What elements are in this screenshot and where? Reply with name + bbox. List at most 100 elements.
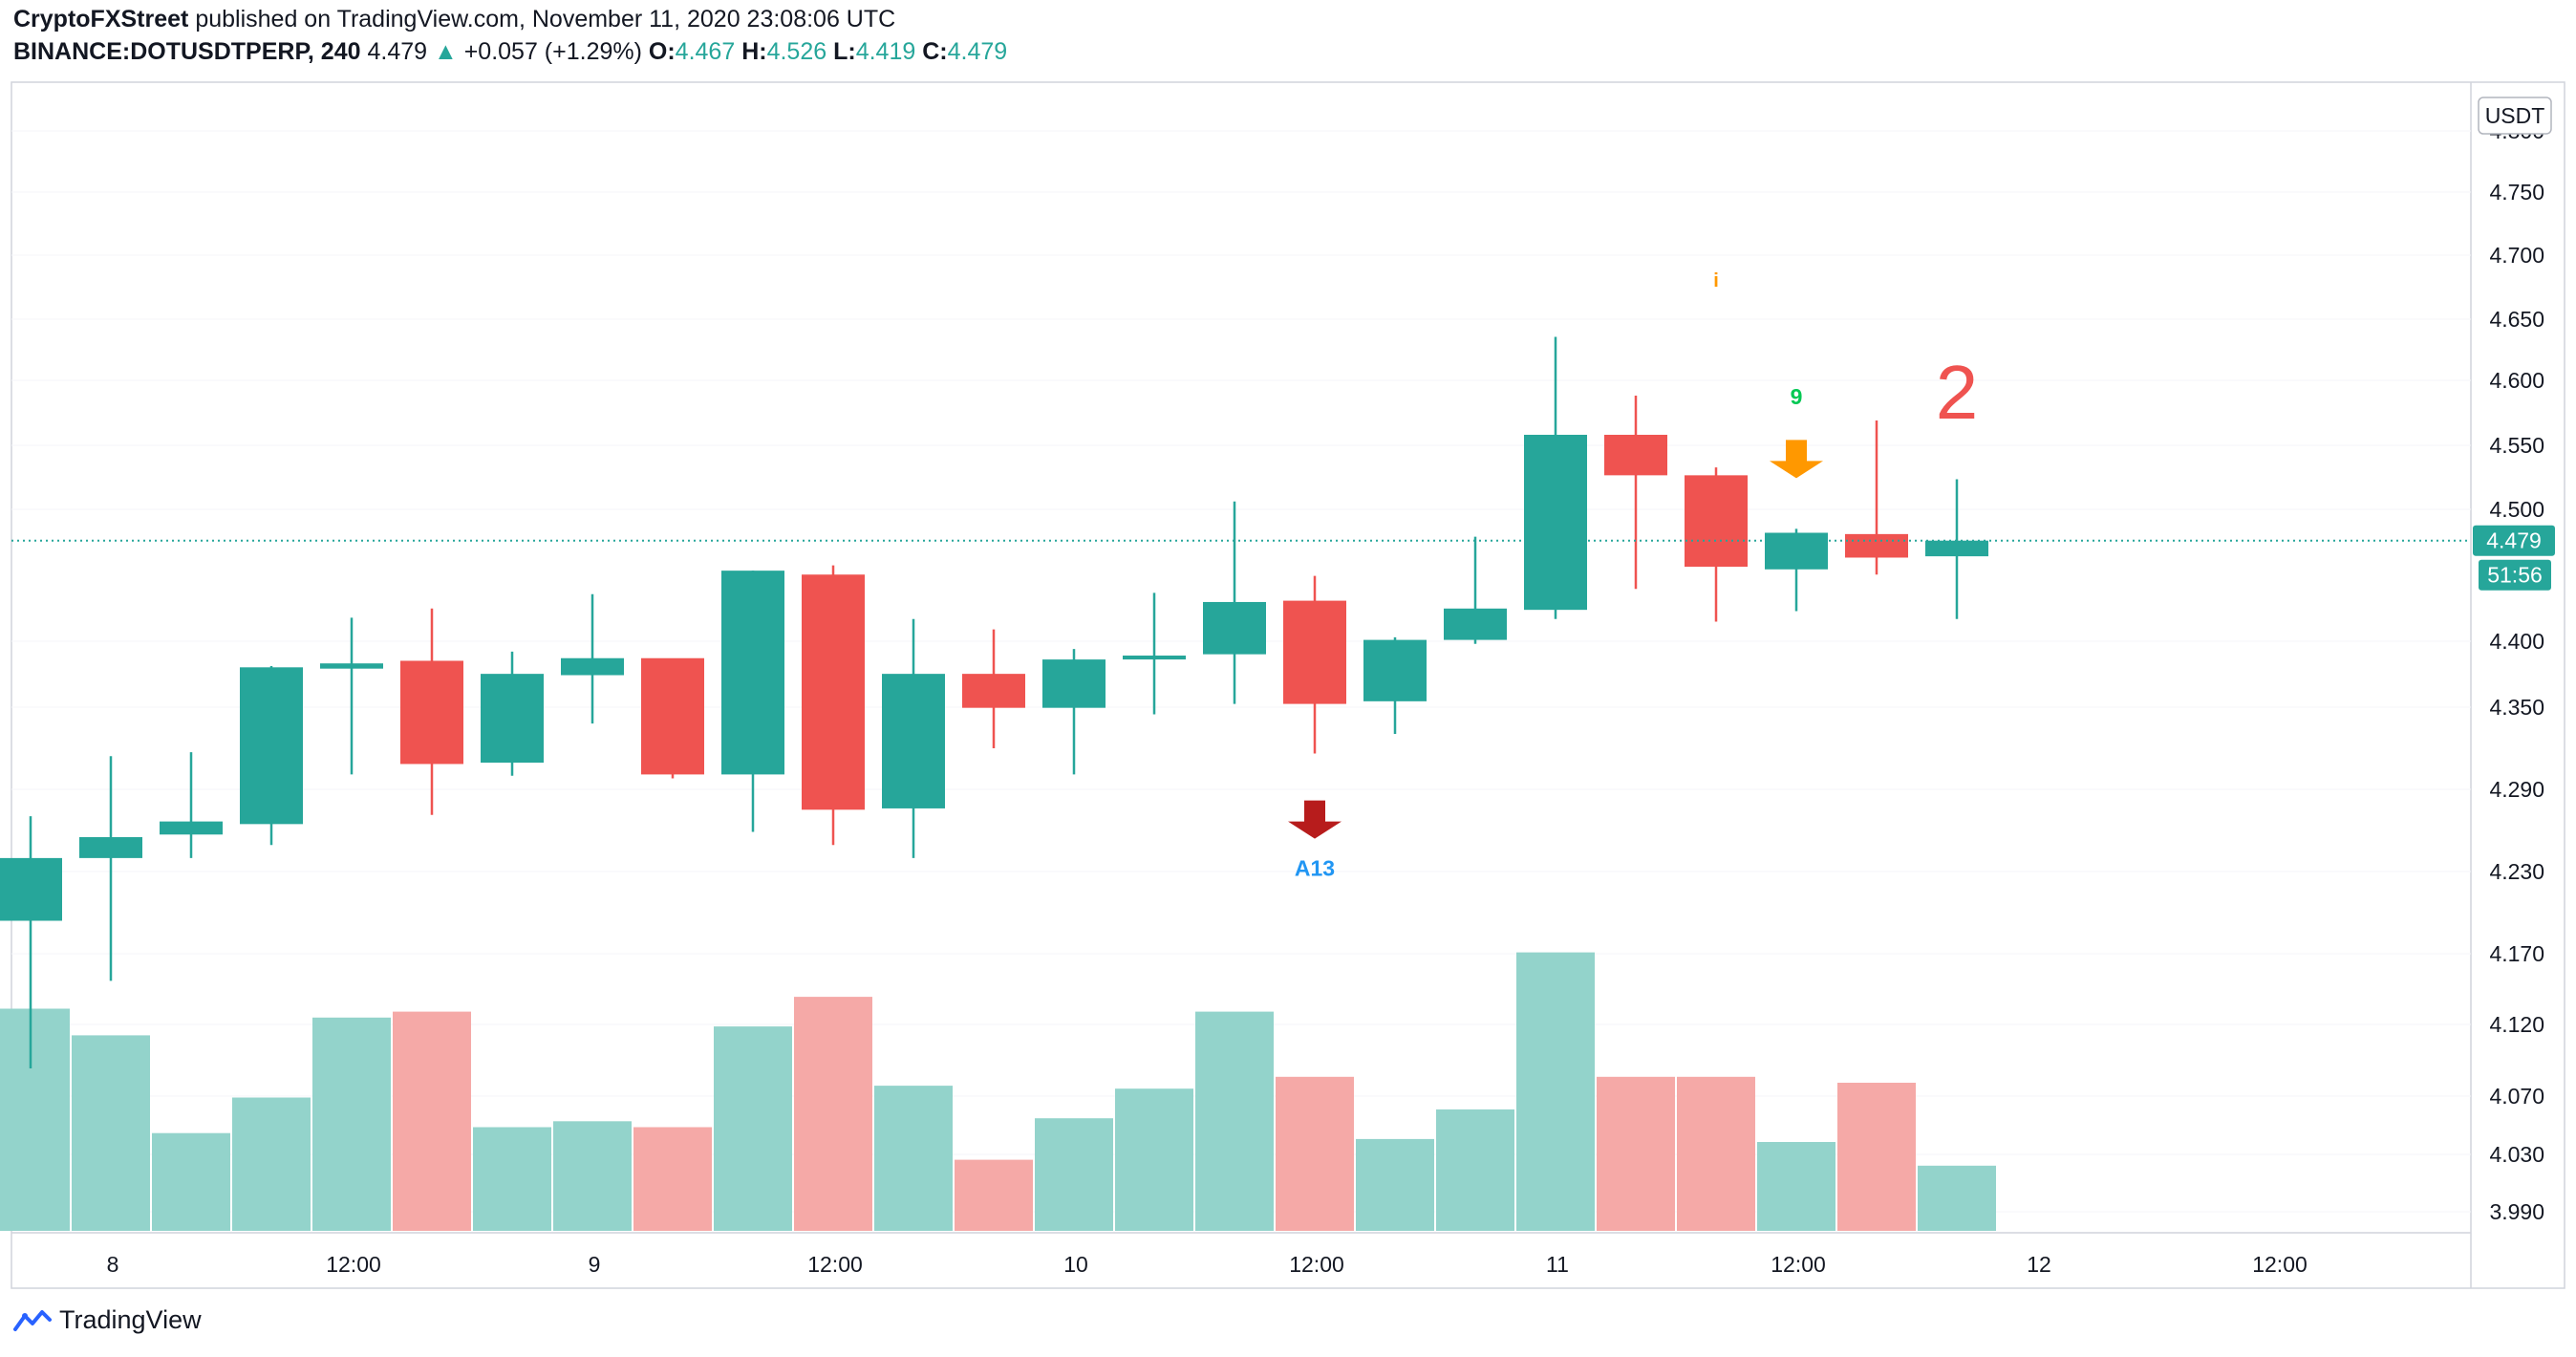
chart-frame [11, 81, 2565, 1289]
volume-bars [0, 952, 1996, 1231]
candle-body [160, 821, 223, 835]
annotations: A13 9 i 2 [1288, 270, 1979, 880]
currency-badge[interactable]: USDT [2478, 97, 2552, 135]
annotation-count-label: 2 [1936, 350, 1979, 435]
symbol-name[interactable]: BINANCE:DOTUSDTPERP, 240 [13, 38, 361, 65]
volume-bar [1677, 1076, 1755, 1231]
currency-label: USDT [2485, 103, 2545, 128]
price-tick-label: 4.070 [2489, 1084, 2544, 1109]
time-axis[interactable]: 8 12:00 9 12:00 10 12:00 11 12:00 12 12:00 [107, 1252, 2308, 1277]
open-value: 4.467 [675, 38, 736, 65]
candle-body [1604, 434, 1667, 476]
volume-bar [473, 1127, 551, 1231]
time-tick-label: 12 [2027, 1252, 2051, 1277]
volume-bar [714, 1026, 792, 1231]
volume-bar [1597, 1076, 1675, 1231]
candle-body [1524, 434, 1587, 611]
price-tick-label: 4.290 [2489, 777, 2544, 802]
time-tick-label: 8 [107, 1252, 119, 1277]
volume-bar [0, 1008, 70, 1231]
candle-body [1765, 532, 1828, 570]
volume-bar [874, 1086, 953, 1231]
candle-body [1685, 475, 1748, 568]
signal-arrow-down-icon [1288, 800, 1342, 839]
volume-bar [152, 1132, 230, 1231]
candle-body [962, 674, 1025, 708]
volume-bar [72, 1035, 150, 1231]
candle-body [882, 674, 945, 808]
tradingview-logo-icon [13, 1309, 52, 1331]
price-tick-label: 3.990 [2489, 1199, 2544, 1224]
volume-bar [794, 997, 872, 1231]
price-tick-label: 4.170 [2489, 941, 2544, 966]
candle-body [1845, 533, 1908, 558]
volume-bar [1115, 1088, 1193, 1231]
price-tick-label: 4.230 [2489, 859, 2544, 884]
price-axis[interactable]: 4.8004.7504.7004.6504.6004.5504.5004.400… [2489, 118, 2544, 1224]
high-label: H: [741, 38, 767, 65]
candle-body [1363, 639, 1427, 701]
low-value: 4.419 [855, 38, 916, 65]
close-label: C: [922, 38, 948, 65]
signal-arrow-down-icon [1770, 440, 1823, 479]
volume-bar [393, 1011, 471, 1231]
price-change: +0.057 (+1.29%) [463, 38, 642, 65]
price-tick-label: 4.600 [2489, 368, 2544, 393]
last-price: 4.479 [367, 38, 428, 65]
candle-body [1283, 600, 1346, 704]
candle-body [400, 660, 463, 765]
volume-bar [1918, 1165, 1996, 1231]
candle-body [1444, 608, 1507, 640]
price-tick-label: 4.120 [2489, 1012, 2544, 1037]
price-tick-label: 4.750 [2489, 180, 2544, 205]
candle-body [1203, 601, 1266, 655]
candles [0, 336, 1988, 1068]
volume-bar [1276, 1076, 1354, 1231]
time-tick-label: 10 [1063, 1252, 1088, 1277]
candle-body [481, 674, 544, 764]
volume-bar [1837, 1083, 1916, 1231]
published-text: published on TradingView.com, November 1… [195, 6, 896, 32]
price-tick-label: 4.500 [2489, 497, 2544, 522]
candle-body [641, 657, 704, 775]
volume-bar [1436, 1109, 1514, 1231]
price-tick-label: 4.400 [2489, 629, 2544, 654]
publish-info: CryptoFXStreet published on TradingView.… [13, 6, 895, 33]
price-tick-label: 4.030 [2489, 1142, 2544, 1167]
candle-body [802, 574, 865, 810]
change-arrow-icon: ▲ [433, 38, 458, 65]
volume-bar [1757, 1142, 1835, 1231]
price-tick-label: 4.700 [2489, 243, 2544, 268]
volume-bar [1035, 1118, 1113, 1231]
candle-body [1042, 659, 1106, 708]
candle-body [79, 837, 142, 858]
time-tick-label: 12:00 [326, 1252, 381, 1277]
signal-label: 9 [1791, 384, 1803, 409]
last-price-badge: 4.479 51:56 [2473, 525, 2555, 591]
tradingview-logo[interactable]: TradingView [13, 1305, 202, 1335]
signal-label: i [1713, 270, 1719, 291]
volume-bar [232, 1097, 311, 1231]
candle-body [561, 657, 624, 676]
volume-bar [955, 1159, 1033, 1231]
last-price-label: 4.479 [2486, 528, 2542, 553]
candle-body [320, 663, 383, 669]
publisher-name[interactable]: CryptoFXStreet [13, 6, 189, 32]
time-tick-label: 12:00 [2252, 1252, 2308, 1277]
price-tick-label: 4.650 [2489, 307, 2544, 332]
signal-label: A13 [1295, 855, 1335, 880]
candle-body [0, 857, 62, 921]
open-label: O: [648, 38, 676, 65]
high-value: 4.526 [766, 38, 827, 65]
volume-bar [1195, 1011, 1274, 1231]
symbol-info: BINANCE:DOTUSDTPERP, 240 4.479 ▲ +0.057 … [13, 38, 1007, 66]
candle-body [1925, 540, 1988, 557]
footer-brand: TradingView [59, 1305, 202, 1334]
volume-bar [633, 1127, 712, 1231]
time-tick-label: 12:00 [1771, 1252, 1826, 1277]
time-tick-label: 11 [1546, 1252, 1569, 1277]
volume-bar [1356, 1138, 1434, 1231]
candle-body [1123, 656, 1186, 660]
time-tick-label: 12:00 [807, 1252, 863, 1277]
